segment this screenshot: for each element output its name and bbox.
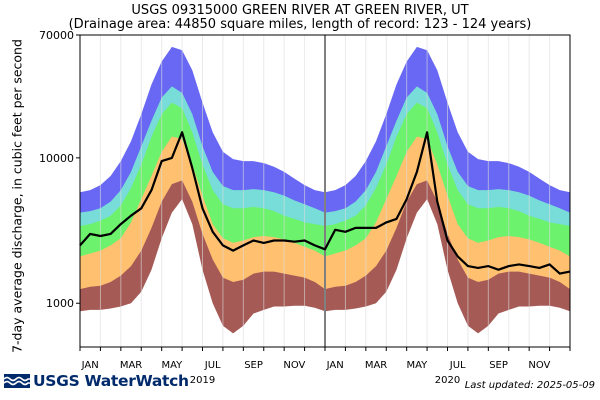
x-tick-label: SEP [489, 360, 508, 371]
y-tick-label: 70000 [39, 29, 74, 42]
usgs-wave-icon [4, 374, 30, 388]
observed-discharge-line-0 [79, 131, 571, 275]
usgs-waterwatch-logo[interactable]: USGS WaterWatch [4, 370, 189, 392]
x-tick-label: NOV [283, 360, 305, 371]
year-label: 2019 [190, 375, 215, 386]
y-tick-label: 10000 [39, 152, 74, 165]
x-tick-label: JAN [326, 360, 344, 371]
x-tick-label: MAY [161, 360, 183, 371]
x-tick-label: MAY [406, 360, 428, 371]
vertical-gridlines [99, 35, 551, 347]
x-tick-label: JUL [449, 360, 466, 371]
last-updated: Last updated: 2025-05-09 [464, 380, 595, 391]
x-tick-label: SEP [244, 360, 263, 371]
axes: 1000 10000 70000 JAN MAR MAY JUL SEP NOV JAN MAR MA… [39, 29, 571, 386]
y-tick-label: 1000 [46, 297, 74, 310]
x-tick-label: NOV [528, 360, 550, 371]
observed-series [79, 131, 571, 275]
x-tick-label: MAR [365, 360, 387, 371]
chart-subtitle: (Drainage area: 44850 square miles, leng… [68, 17, 532, 32]
y-axis-label: 7-day average discharge, in cubic feet p… [9, 39, 25, 353]
x-tick-label: MAR [120, 360, 142, 371]
logo-text: USGS WaterWatch [33, 372, 189, 390]
x-tick-label: JUL [204, 360, 221, 371]
year-label: 2020 [435, 375, 460, 386]
x-tick-label: JAN [81, 360, 99, 371]
chart-title: USGS 09315000 GREEN RIVER AT GREEN RIVER… [131, 3, 469, 18]
